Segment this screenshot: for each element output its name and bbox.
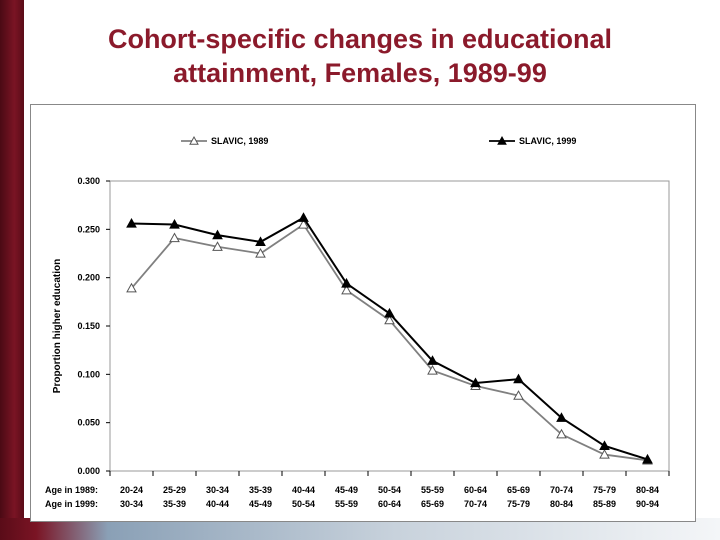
- x-tick-label-1989: 45-49: [335, 485, 358, 495]
- x-tick-label-1999: 85-89: [593, 499, 616, 509]
- x-tick-label-1999: 90-94: [636, 499, 659, 509]
- x-tick-label-1989: 30-34: [206, 485, 229, 495]
- series-2-point: [427, 355, 438, 365]
- series-2-point: [298, 212, 309, 222]
- y-tick-label: 0.000: [77, 466, 100, 476]
- x-row-label-1999: Age in 1999:: [45, 499, 98, 509]
- x-tick-label-1989: 80-84: [636, 485, 659, 495]
- series-1-point: [298, 218, 309, 229]
- plot-area: [109, 180, 670, 472]
- x-tick-label-1999: 75-79: [507, 499, 530, 509]
- legend-marker-2: [497, 135, 507, 145]
- series-2-point: [126, 218, 137, 228]
- x-tick-label-1999: 35-39: [163, 499, 186, 509]
- series-2-point: [212, 229, 223, 240]
- series-1-point: [384, 314, 395, 325]
- y-tick-label: 0.050: [77, 418, 100, 428]
- x-tick-label-1989: 65-69: [507, 485, 530, 495]
- series-2-point: [513, 373, 524, 384]
- series-2-point: [384, 307, 395, 318]
- slide-title-line1: Cohort-specific changes in educational: [107, 24, 613, 54]
- series-1-point: [599, 449, 610, 459]
- x-tick-label-1989: 70-74: [550, 485, 573, 495]
- legend-label-1: SLAVIC, 1989: [211, 136, 268, 146]
- x-tick-label-1989: 20-24: [120, 485, 143, 495]
- x-tick-label-1999: 65-69: [421, 499, 444, 509]
- series-2-point: [642, 453, 653, 464]
- x-tick-label-1999: 55-59: [335, 499, 358, 509]
- bottom-accent-bar: [0, 518, 720, 540]
- x-tick-label-1989: 25-29: [163, 485, 186, 495]
- y-axis-title: Proportion higher education: [52, 259, 63, 393]
- slide-title: Cohort-specific changes in educational a…: [40, 22, 680, 90]
- x-tick-label-1989: 35-39: [249, 485, 272, 495]
- y-tick-label: 0.150: [77, 321, 100, 331]
- x-tick-label-1999: 60-64: [378, 499, 401, 509]
- series-2-point: [169, 218, 180, 229]
- series-1-point: [255, 247, 266, 258]
- x-tick-label-1999: 50-54: [292, 499, 315, 509]
- chart-frame: 0.000 0.050 0.100 0.150 0.200 0.250 0.300 Propo…: [30, 104, 696, 522]
- x-row-label-1989: Age in 1989:: [45, 485, 98, 495]
- series-2-point: [255, 236, 266, 246]
- series-1-point: [341, 284, 352, 295]
- series-1-point: [126, 282, 137, 293]
- x-tick-label-1989: 55-59: [421, 485, 444, 495]
- x-tick-label-1999: 70-74: [464, 499, 487, 509]
- series-1-point: [169, 232, 180, 243]
- x-tick-label-1989: 60-64: [464, 485, 487, 495]
- y-tick-label: 0.250: [77, 224, 100, 234]
- legend-marker-1: [189, 135, 199, 145]
- x-tick-label-1999: 40-44: [206, 499, 229, 509]
- x-tick-label-1989: 50-54: [378, 485, 401, 495]
- series-2-point: [341, 277, 352, 288]
- y-tick-label: 0.300: [77, 176, 100, 186]
- x-tick-label-1989: 75-79: [593, 485, 616, 495]
- series-1-point: [513, 390, 524, 400]
- series-2-point: [599, 440, 610, 450]
- x-tick-label-1999: 45-49: [249, 499, 272, 509]
- series-2-point: [556, 412, 567, 422]
- x-tick-label-1999: 30-34: [120, 499, 143, 509]
- left-accent-bar: [0, 0, 24, 540]
- line-chart: 0.000 0.050 0.100 0.150 0.200 0.250 0.300 Propo…: [45, 135, 670, 509]
- y-tick-label: 0.100: [77, 369, 100, 379]
- series-2-point: [470, 377, 481, 388]
- x-tick-label-1989: 40-44: [292, 485, 315, 495]
- series-1-point: [427, 364, 438, 375]
- series-1-point: [556, 428, 567, 439]
- y-tick-label: 0.200: [77, 273, 100, 283]
- x-tick-label-1999: 80-84: [550, 499, 573, 509]
- series-1-point: [212, 241, 223, 251]
- slide-title-line2: attainment, Females, 1989-99: [173, 58, 547, 88]
- legend-label-2: SLAVIC, 1999: [519, 136, 576, 146]
